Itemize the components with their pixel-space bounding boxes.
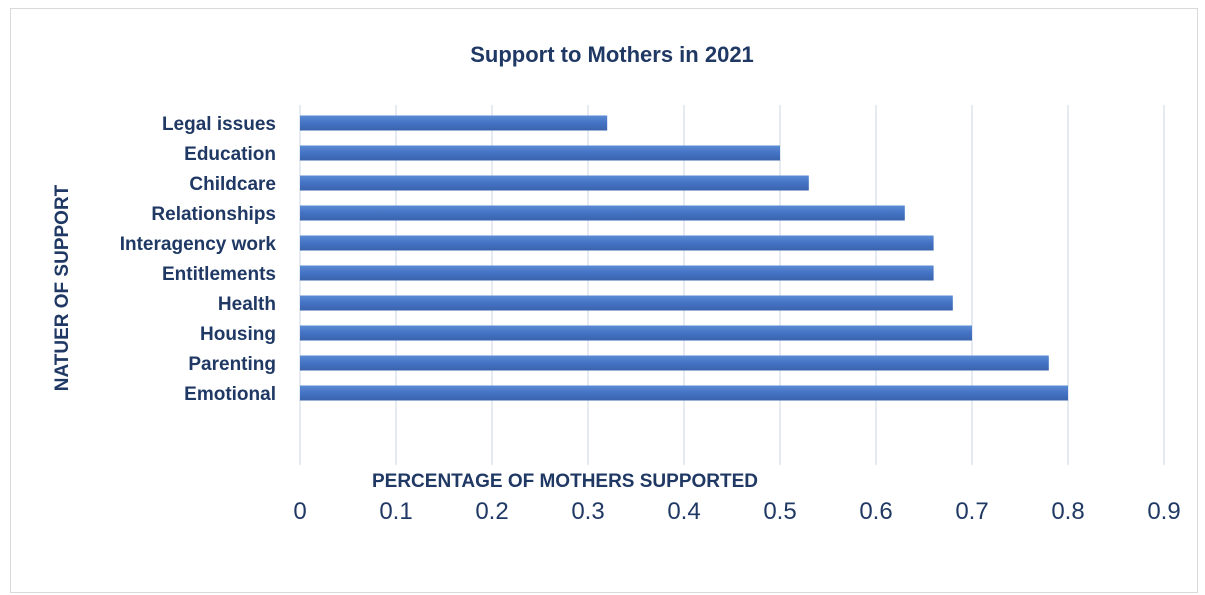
x-tick-label: 0.7 — [955, 498, 988, 525]
bar-childcare — [300, 175, 809, 191]
y-axis-title: NATUER OF SUPPORT — [52, 184, 73, 391]
category-label: Entitlements — [162, 264, 276, 285]
x-tick-label: 0 — [293, 498, 306, 525]
bar-parenting — [300, 355, 1049, 371]
x-tick-label: 0.6 — [859, 498, 892, 525]
category-label: Interagency work — [120, 234, 277, 255]
category-label: Legal issues — [162, 114, 276, 135]
x-tick-label: 0.5 — [763, 498, 796, 525]
category-label: Education — [184, 144, 276, 165]
category-label: Health — [218, 294, 276, 315]
category-label: Childcare — [189, 174, 276, 195]
x-tick-label: 0.8 — [1051, 498, 1084, 525]
x-tick-label: 0.2 — [475, 498, 508, 525]
bar-relationships — [300, 205, 905, 221]
category-label: Parenting — [188, 354, 276, 375]
x-tick-label: 0.1 — [379, 498, 412, 525]
bar-education — [300, 145, 780, 161]
x-axis-title: PERCENTAGE OF MOTHERS SUPPORTED — [372, 471, 758, 492]
x-tick-labels: 0 0.1 0.2 0.3 0.4 0.5 0.6 0.7 0.8 0.9 — [293, 498, 1180, 525]
bar-health — [300, 295, 953, 311]
x-tick-label: 0.9 — [1147, 498, 1180, 525]
bar-emotional — [300, 385, 1068, 401]
bars — [300, 115, 1068, 401]
category-labels: Emotional Parenting Housing Health Entitleme… — [120, 114, 277, 405]
chart-title: Support to Mothers in 2021 — [470, 42, 754, 67]
x-tick-label: 0.4 — [667, 498, 700, 525]
bar-legal-issues — [300, 115, 608, 131]
category-label: Housing — [200, 324, 276, 345]
gridlines — [299, 105, 1165, 465]
category-label: Emotional — [184, 384, 276, 405]
category-label: Relationships — [151, 204, 276, 225]
bar-entitlements — [300, 265, 934, 281]
bar-housing — [300, 325, 972, 341]
bar-interagency-work — [300, 235, 934, 251]
x-tick-label: 0.3 — [571, 498, 604, 525]
